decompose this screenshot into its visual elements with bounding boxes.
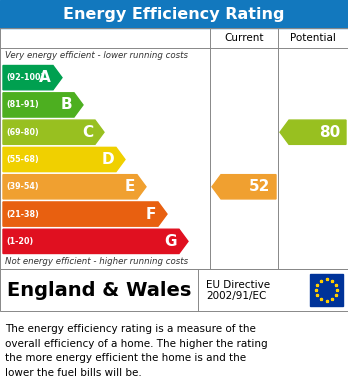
Polygon shape	[3, 202, 167, 226]
Text: A: A	[39, 70, 51, 85]
Polygon shape	[212, 175, 276, 199]
Text: (81-91): (81-91)	[6, 100, 39, 109]
Text: England & Wales: England & Wales	[7, 280, 191, 300]
Polygon shape	[3, 147, 125, 172]
Text: F: F	[145, 206, 156, 222]
Text: (39-54): (39-54)	[6, 182, 39, 191]
Text: (55-68): (55-68)	[6, 155, 39, 164]
Text: The energy efficiency rating is a measure of the
overall efficiency of a home. T: The energy efficiency rating is a measur…	[5, 325, 268, 378]
Text: EU Directive: EU Directive	[206, 280, 270, 290]
Text: G: G	[165, 234, 177, 249]
Text: B: B	[60, 97, 72, 113]
Polygon shape	[3, 66, 62, 90]
Text: 52: 52	[249, 179, 271, 194]
Polygon shape	[3, 229, 188, 253]
Text: Energy Efficiency Rating: Energy Efficiency Rating	[63, 7, 285, 22]
Bar	[0, 0, 348, 28]
Bar	[0, 28, 348, 269]
Polygon shape	[3, 120, 104, 144]
Polygon shape	[3, 93, 83, 117]
Text: Current: Current	[224, 33, 264, 43]
Text: (69-80): (69-80)	[6, 128, 39, 137]
Text: 80: 80	[319, 125, 340, 140]
Text: Potential: Potential	[290, 33, 336, 43]
Text: Not energy efficient - higher running costs: Not energy efficient - higher running co…	[5, 258, 188, 267]
Text: (21-38): (21-38)	[6, 210, 39, 219]
Text: (1-20): (1-20)	[6, 237, 33, 246]
Text: E: E	[125, 179, 135, 194]
Text: D: D	[101, 152, 114, 167]
Text: 2002/91/EC: 2002/91/EC	[206, 291, 266, 301]
Polygon shape	[3, 175, 146, 199]
Bar	[310, 274, 343, 306]
Polygon shape	[280, 120, 346, 144]
Text: Very energy efficient - lower running costs: Very energy efficient - lower running co…	[5, 52, 188, 61]
Bar	[0, 269, 348, 311]
Text: C: C	[82, 125, 93, 140]
Text: (92-100): (92-100)	[6, 73, 44, 82]
